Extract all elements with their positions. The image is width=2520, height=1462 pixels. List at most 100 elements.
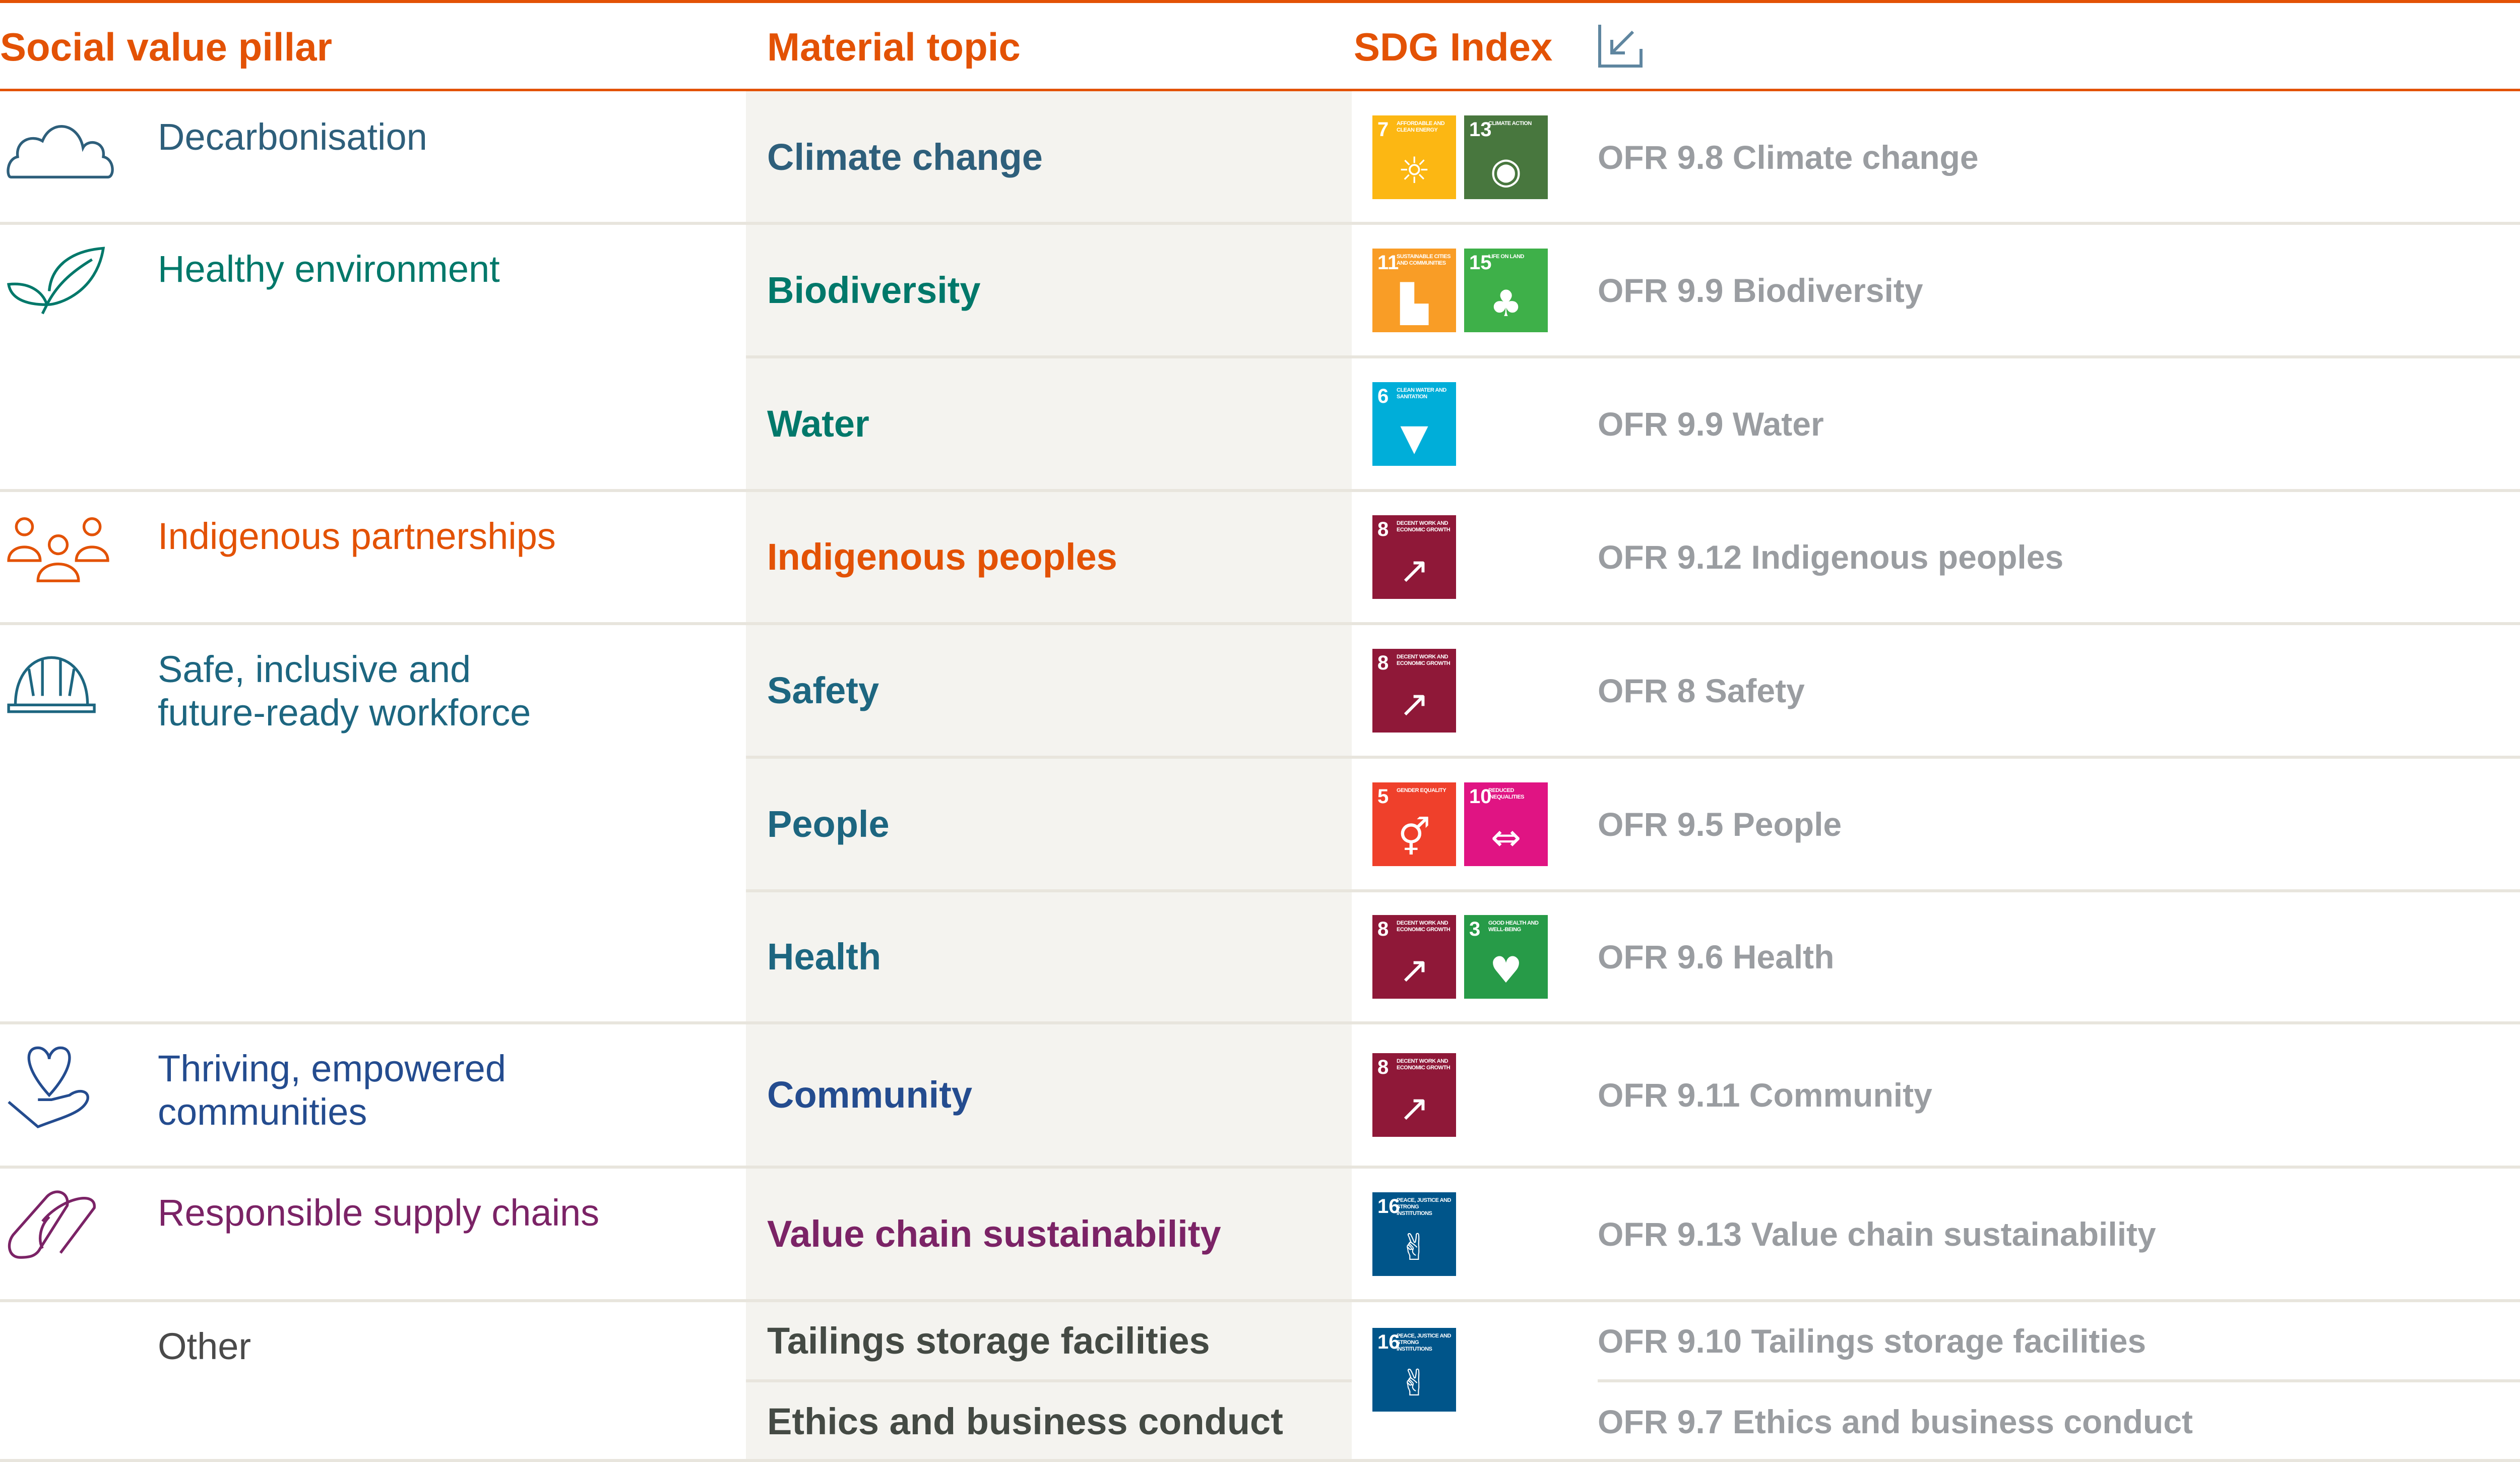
material-topic: Ethics and business conduct	[767, 1400, 1283, 1442]
sdg-number: 16	[1377, 1331, 1400, 1353]
header-sdg-index: SDG Index	[1354, 25, 1553, 69]
people-icon	[7, 517, 109, 582]
tree-birds-icon: ♣	[1489, 282, 1523, 325]
growth-chart-icon: ↗	[1399, 949, 1430, 991]
pillar-label: Healthy environment	[158, 248, 500, 290]
sdg-tile-15[interactable]: 15 LIFE ON LAND ♣	[1464, 248, 1548, 332]
sdg-tile-11[interactable]: 11 SUSTAINABLE CITIES AND COMMUNITIES ▙	[1372, 248, 1456, 332]
ofr-reference-link[interactable]: OFR 9.6 Health	[1598, 938, 1835, 976]
chain-link-icon	[8, 1190, 96, 1259]
row-divider	[0, 1459, 2520, 1462]
sdg-tile-13[interactable]: 13 CLIMATE ACTION ◉	[1464, 115, 1548, 199]
hard-hat-icon	[7, 656, 96, 713]
sdg-tile-10[interactable]: 10 REDUCED INEQUALITIES ⇔	[1464, 782, 1548, 866]
sdg-number: 8	[1377, 651, 1389, 674]
ofr-reference-link[interactable]: OFR 9.10 Tailings storage facilities	[1598, 1322, 2147, 1360]
pillar-label: Other	[158, 1325, 251, 1367]
water-glass-icon: ▼	[1400, 415, 1428, 458]
top-rule	[0, 0, 2520, 3]
heart-hand-icon	[8, 1046, 89, 1129]
sdg-tile-7[interactable]: 7 AFFORDABLE AND CLEAN ENERGY ☼	[1372, 115, 1456, 199]
sdg-title: CLIMATE ACTION	[1488, 120, 1532, 127]
growth-chart-icon: ↗	[1399, 549, 1430, 591]
ofr-reference-link[interactable]: OFR 9.13 Value chain sustainability	[1598, 1215, 2156, 1253]
sdg-number: 6	[1377, 385, 1389, 407]
ofr-reference-link[interactable]: OFR 8 Safety	[1598, 672, 1805, 709]
pillar-label: Decarbonisation	[158, 116, 427, 158]
sdg-title: GOOD HEALTH AND WELL-BEING	[1488, 920, 1539, 933]
sdg-tile-8[interactable]: 8 DECENT WORK AND ECONOMIC GROWTH ↗	[1372, 515, 1456, 599]
sdg-title: DECENT WORK AND ECONOMIC GROWTH	[1397, 520, 1451, 533]
sdg-title: DECENT WORK AND ECONOMIC GROWTH	[1397, 1058, 1451, 1071]
sdg-tile-16[interactable]: 16 PEACE, JUSTICE AND STRONG INSTITUTIONS…	[1372, 1328, 1456, 1412]
sdg-title: REDUCED INEQUALITIES	[1488, 787, 1525, 800]
sdg-number: 8	[1377, 518, 1389, 540]
pillar-label: Safe, inclusive and future-ready workfor…	[158, 648, 531, 734]
row-divider	[0, 622, 2520, 625]
sdg-number: 8	[1377, 918, 1389, 940]
sdg-tile-16[interactable]: 16 PEACE, JUSTICE AND STRONG INSTITUTIONS…	[1372, 1192, 1456, 1276]
arrow-into-box-icon[interactable]	[1598, 23, 1643, 68]
sdg-tile-3[interactable]: 3 GOOD HEALTH AND WELL-BEING ♥	[1464, 915, 1548, 999]
pillar-label: Indigenous partnerships	[158, 515, 556, 557]
material-topic: Biodiversity	[767, 269, 981, 311]
sun-power-icon: ☼	[1398, 149, 1431, 192]
dove-gavel-icon: ✌	[1399, 1362, 1430, 1404]
sdg-title: CLEAN WATER AND SANITATION	[1397, 387, 1446, 400]
row-divider	[746, 355, 2520, 358]
material-topic: Health	[767, 936, 881, 978]
sdg-number: 16	[1377, 1195, 1400, 1217]
dove-gavel-icon: ✌	[1399, 1226, 1430, 1268]
row-divider	[746, 756, 2520, 759]
material-topic: Water	[767, 402, 869, 445]
gender-icon: ⚥	[1398, 816, 1431, 859]
heartbeat-icon: ♥	[1489, 949, 1523, 991]
sdg-number: 8	[1377, 1056, 1389, 1078]
ofr-reference-link[interactable]: OFR 9.8 Climate change	[1598, 139, 1979, 176]
sdg-number: 5	[1377, 785, 1389, 808]
row-divider	[746, 889, 2520, 892]
row-divider	[0, 222, 2520, 225]
sdg-title: SUSTAINABLE CITIES AND COMMUNITIES	[1397, 253, 1451, 266]
material-topic-column	[746, 91, 1352, 1462]
sdg-tile-6[interactable]: 6 CLEAN WATER AND SANITATION ▼	[1372, 382, 1456, 466]
sdg-title: LIFE ON LAND	[1488, 253, 1525, 260]
sdg-title: DECENT WORK AND ECONOMIC GROWTH	[1397, 653, 1451, 666]
ofr-reference-link[interactable]: OFR 9.9 Water	[1598, 405, 1824, 443]
growth-chart-icon: ↗	[1399, 1087, 1430, 1129]
row-divider	[0, 489, 2520, 492]
leaf-icon	[7, 247, 105, 315]
ofr-reference-link[interactable]: OFR 9.12 Indigenous peoples	[1598, 538, 2064, 576]
sdg-tile-8[interactable]: 8 DECENT WORK AND ECONOMIC GROWTH ↗	[1372, 1053, 1456, 1137]
ofr-reference-link[interactable]: OFR 9.11 Community	[1598, 1076, 1932, 1114]
header-rule	[0, 89, 2520, 91]
pillar-label: Thriving, empowered communities	[158, 1048, 506, 1133]
ofr-reference-link[interactable]: OFR 9.9 Biodiversity	[1598, 271, 1923, 309]
row-divider	[0, 1299, 2520, 1302]
material-topic: Value chain sustainability	[767, 1212, 1221, 1255]
ofr-reference-link[interactable]: OFR 9.5 People	[1598, 805, 1842, 843]
sdg-title: PEACE, JUSTICE AND STRONG INSTITUTIONS	[1397, 1333, 1451, 1352]
sdg-number: 7	[1377, 118, 1389, 141]
material-topic: Community	[767, 1074, 972, 1116]
sdg-tile-5[interactable]: 5 GENDER EQUALITY ⚥	[1372, 782, 1456, 866]
row-divider	[746, 1379, 1352, 1382]
buildings-icon: ▙	[1400, 282, 1428, 325]
material-topic: Safety	[767, 669, 879, 711]
row-divider	[1598, 1379, 2520, 1382]
ofr-reference-link[interactable]: OFR 9.7 Ethics and business conduct	[1598, 1403, 2193, 1440]
eye-globe-icon: ◉	[1490, 149, 1522, 192]
equality-icon: ⇔	[1490, 816, 1522, 859]
material-topic: Climate change	[767, 136, 1043, 178]
material-topic: Indigenous peoples	[767, 536, 1117, 578]
sdg-title: DECENT WORK AND ECONOMIC GROWTH	[1397, 920, 1451, 933]
sdg-tile-8[interactable]: 8 DECENT WORK AND ECONOMIC GROWTH ↗	[1372, 648, 1456, 733]
cloud-icon	[7, 125, 114, 178]
growth-chart-icon: ↗	[1399, 682, 1430, 725]
header-pillar: Social value pillar	[0, 25, 332, 69]
sdg-tile-8[interactable]: 8 DECENT WORK AND ECONOMIC GROWTH ↗	[1372, 915, 1456, 999]
header-material-topic: Material topic	[767, 25, 1021, 69]
sdg-number: 15	[1469, 251, 1492, 274]
sdg-number: 3	[1469, 918, 1481, 940]
pillar-label: Responsible supply chains	[158, 1192, 600, 1234]
